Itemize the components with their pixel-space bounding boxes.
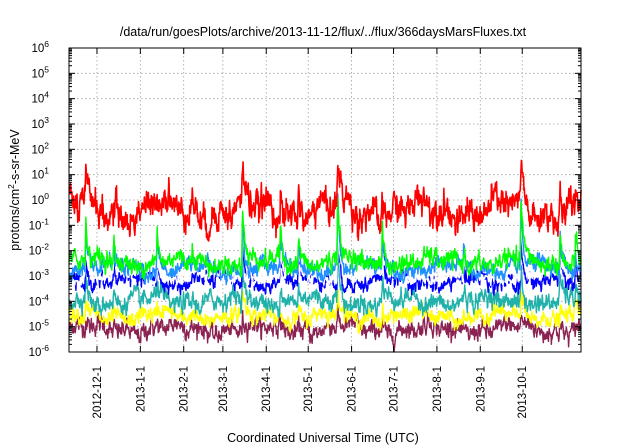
x-tick-label: 2013-1-1 [135,366,147,412]
y-tick-label: 103 [31,115,49,131]
y-axis-label: protons/cm2-s-sr-MeV [6,129,22,251]
y-tick-label: 10-5 [29,318,50,334]
series-line-3 [68,246,582,318]
y-tick-label: 10-3 [29,267,50,283]
x-tick-label: 2013-4-1 [261,366,273,412]
y-tick-label: 104 [31,90,49,106]
y-ticks: 10-6 10-5 10-4 10-3 10-2 10-1 100 101 102 103 104 1… [29,39,581,359]
x-tick-label: 2013-2-1 [179,366,191,412]
y-tick-label: 102 [31,140,49,156]
y-tick-label: 100 [31,191,49,207]
y-tick-label: 106 [31,39,49,55]
series-line-4 [68,223,582,296]
x-tick-label: 2013-6-1 [347,366,359,412]
x-tick-label: 2013-8-1 [432,366,444,412]
x-tick-label: 2013-5-1 [303,366,315,412]
x-tick-label: 2013-3-1 [218,366,230,412]
y-tick-label: 10-2 [29,242,50,258]
series-line-1 [68,300,582,353]
y-tick-label: 10-4 [29,292,50,308]
series-line-2 [68,288,582,334]
series-layer [68,159,582,353]
x-axis-label: Coordinated Universal Time (UTC) [227,431,419,445]
x-ticks: 2012-12-1 2013-1-1 2013-2-1 2013-3-1 2013-4-… [92,48,529,418]
chart-title: /data/run/goesPlots/archive/2013-11-12/f… [120,25,527,39]
series-line-7 [68,197,582,281]
x-tick-label: 2012-12-1 [92,366,104,418]
series-line-8 [68,159,582,242]
x-tick-label: 2013-10-1 [517,366,529,418]
y-tick-label: 10-6 [29,343,50,359]
x-tick-label: 2013-7-1 [389,366,401,412]
y-tick-label: 10-1 [29,216,50,232]
y-tick-label: 105 [31,64,49,80]
y-tick-label: 101 [31,166,49,182]
series-line-6 [68,193,582,286]
x-tick-label: 2013-9-1 [475,366,487,412]
